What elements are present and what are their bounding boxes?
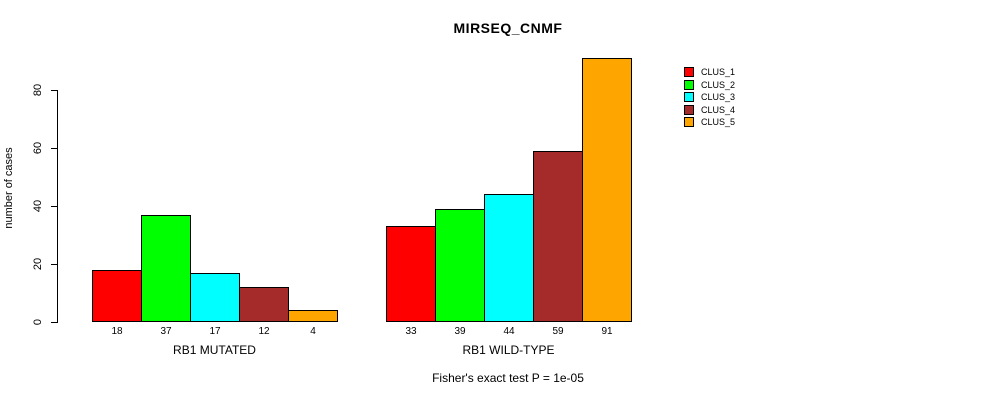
bar-clus_1-group2 [386, 226, 436, 322]
legend: CLUS_1 CLUS_2 CLUS_3 CLUS_4 CLUS_5 [684, 66, 735, 129]
legend-item-clus_1: CLUS_1 [684, 66, 735, 79]
y-tick-mark [51, 147, 57, 149]
x-group-label: RB1 MUTATED [173, 343, 256, 357]
bar-value-label: 59 [552, 326, 564, 337]
legend-item-clus_2: CLUS_2 [684, 79, 735, 92]
y-tick-label: 80 [32, 83, 44, 97]
legend-label: CLUS_1 [701, 67, 736, 78]
legend-swatch-icon [684, 79, 694, 90]
bar-value-label: 91 [601, 326, 613, 337]
bar-clus_4-group1 [239, 287, 289, 322]
bar-value-label: 12 [258, 326, 270, 337]
y-axis-label: number of cases [3, 147, 15, 229]
bar-clus_1-group1 [92, 270, 142, 322]
y-tick-label: 20 [32, 257, 44, 271]
bar-clus_5-group1 [288, 310, 338, 322]
bar-value-label: 37 [160, 326, 172, 337]
y-axis-line [57, 90, 58, 323]
x-group-label: RB1 WILD-TYPE [462, 343, 555, 357]
legend-item-clus_3: CLUS_3 [684, 91, 735, 104]
legend-swatch-icon [684, 92, 694, 103]
legend-swatch-icon [684, 67, 694, 78]
y-tick-label: 0 [32, 318, 44, 326]
y-tick-label: 60 [32, 141, 44, 155]
bar-clus_2-group1 [141, 215, 191, 322]
legend-label: CLUS_2 [701, 79, 736, 90]
legend-swatch-icon [684, 117, 694, 128]
legend-swatch-icon [684, 104, 694, 115]
bar-clus_2-group2 [435, 209, 485, 322]
bar-clus_3-group2 [484, 194, 534, 322]
y-tick-mark [51, 205, 57, 207]
bar-value-label: 4 [310, 326, 316, 337]
footnote-annotation: Fisher's exact test P = 1e-05 [432, 371, 584, 385]
legend-item-clus_5: CLUS_5 [684, 116, 735, 129]
chart-title: MIRSEQ_CNMF [453, 20, 563, 36]
bar-value-label: 33 [405, 326, 417, 337]
y-tick-mark [51, 89, 57, 91]
y-tick-label: 40 [32, 199, 44, 213]
y-tick-mark [51, 321, 57, 323]
bar-value-label: 18 [111, 326, 123, 337]
legend-item-clus_4: CLUS_4 [684, 104, 735, 117]
bar-value-label: 39 [454, 326, 466, 337]
bar-value-label: 17 [209, 326, 221, 337]
bar-value-label: 44 [503, 326, 515, 337]
y-tick-mark [51, 263, 57, 265]
bar-clus_3-group1 [190, 273, 240, 322]
legend-label: CLUS_3 [701, 92, 736, 103]
legend-label: CLUS_5 [701, 117, 736, 128]
bar-clus_4-group2 [533, 151, 583, 322]
legend-label: CLUS_4 [701, 104, 736, 115]
bar-clus_5-group2 [582, 58, 632, 322]
